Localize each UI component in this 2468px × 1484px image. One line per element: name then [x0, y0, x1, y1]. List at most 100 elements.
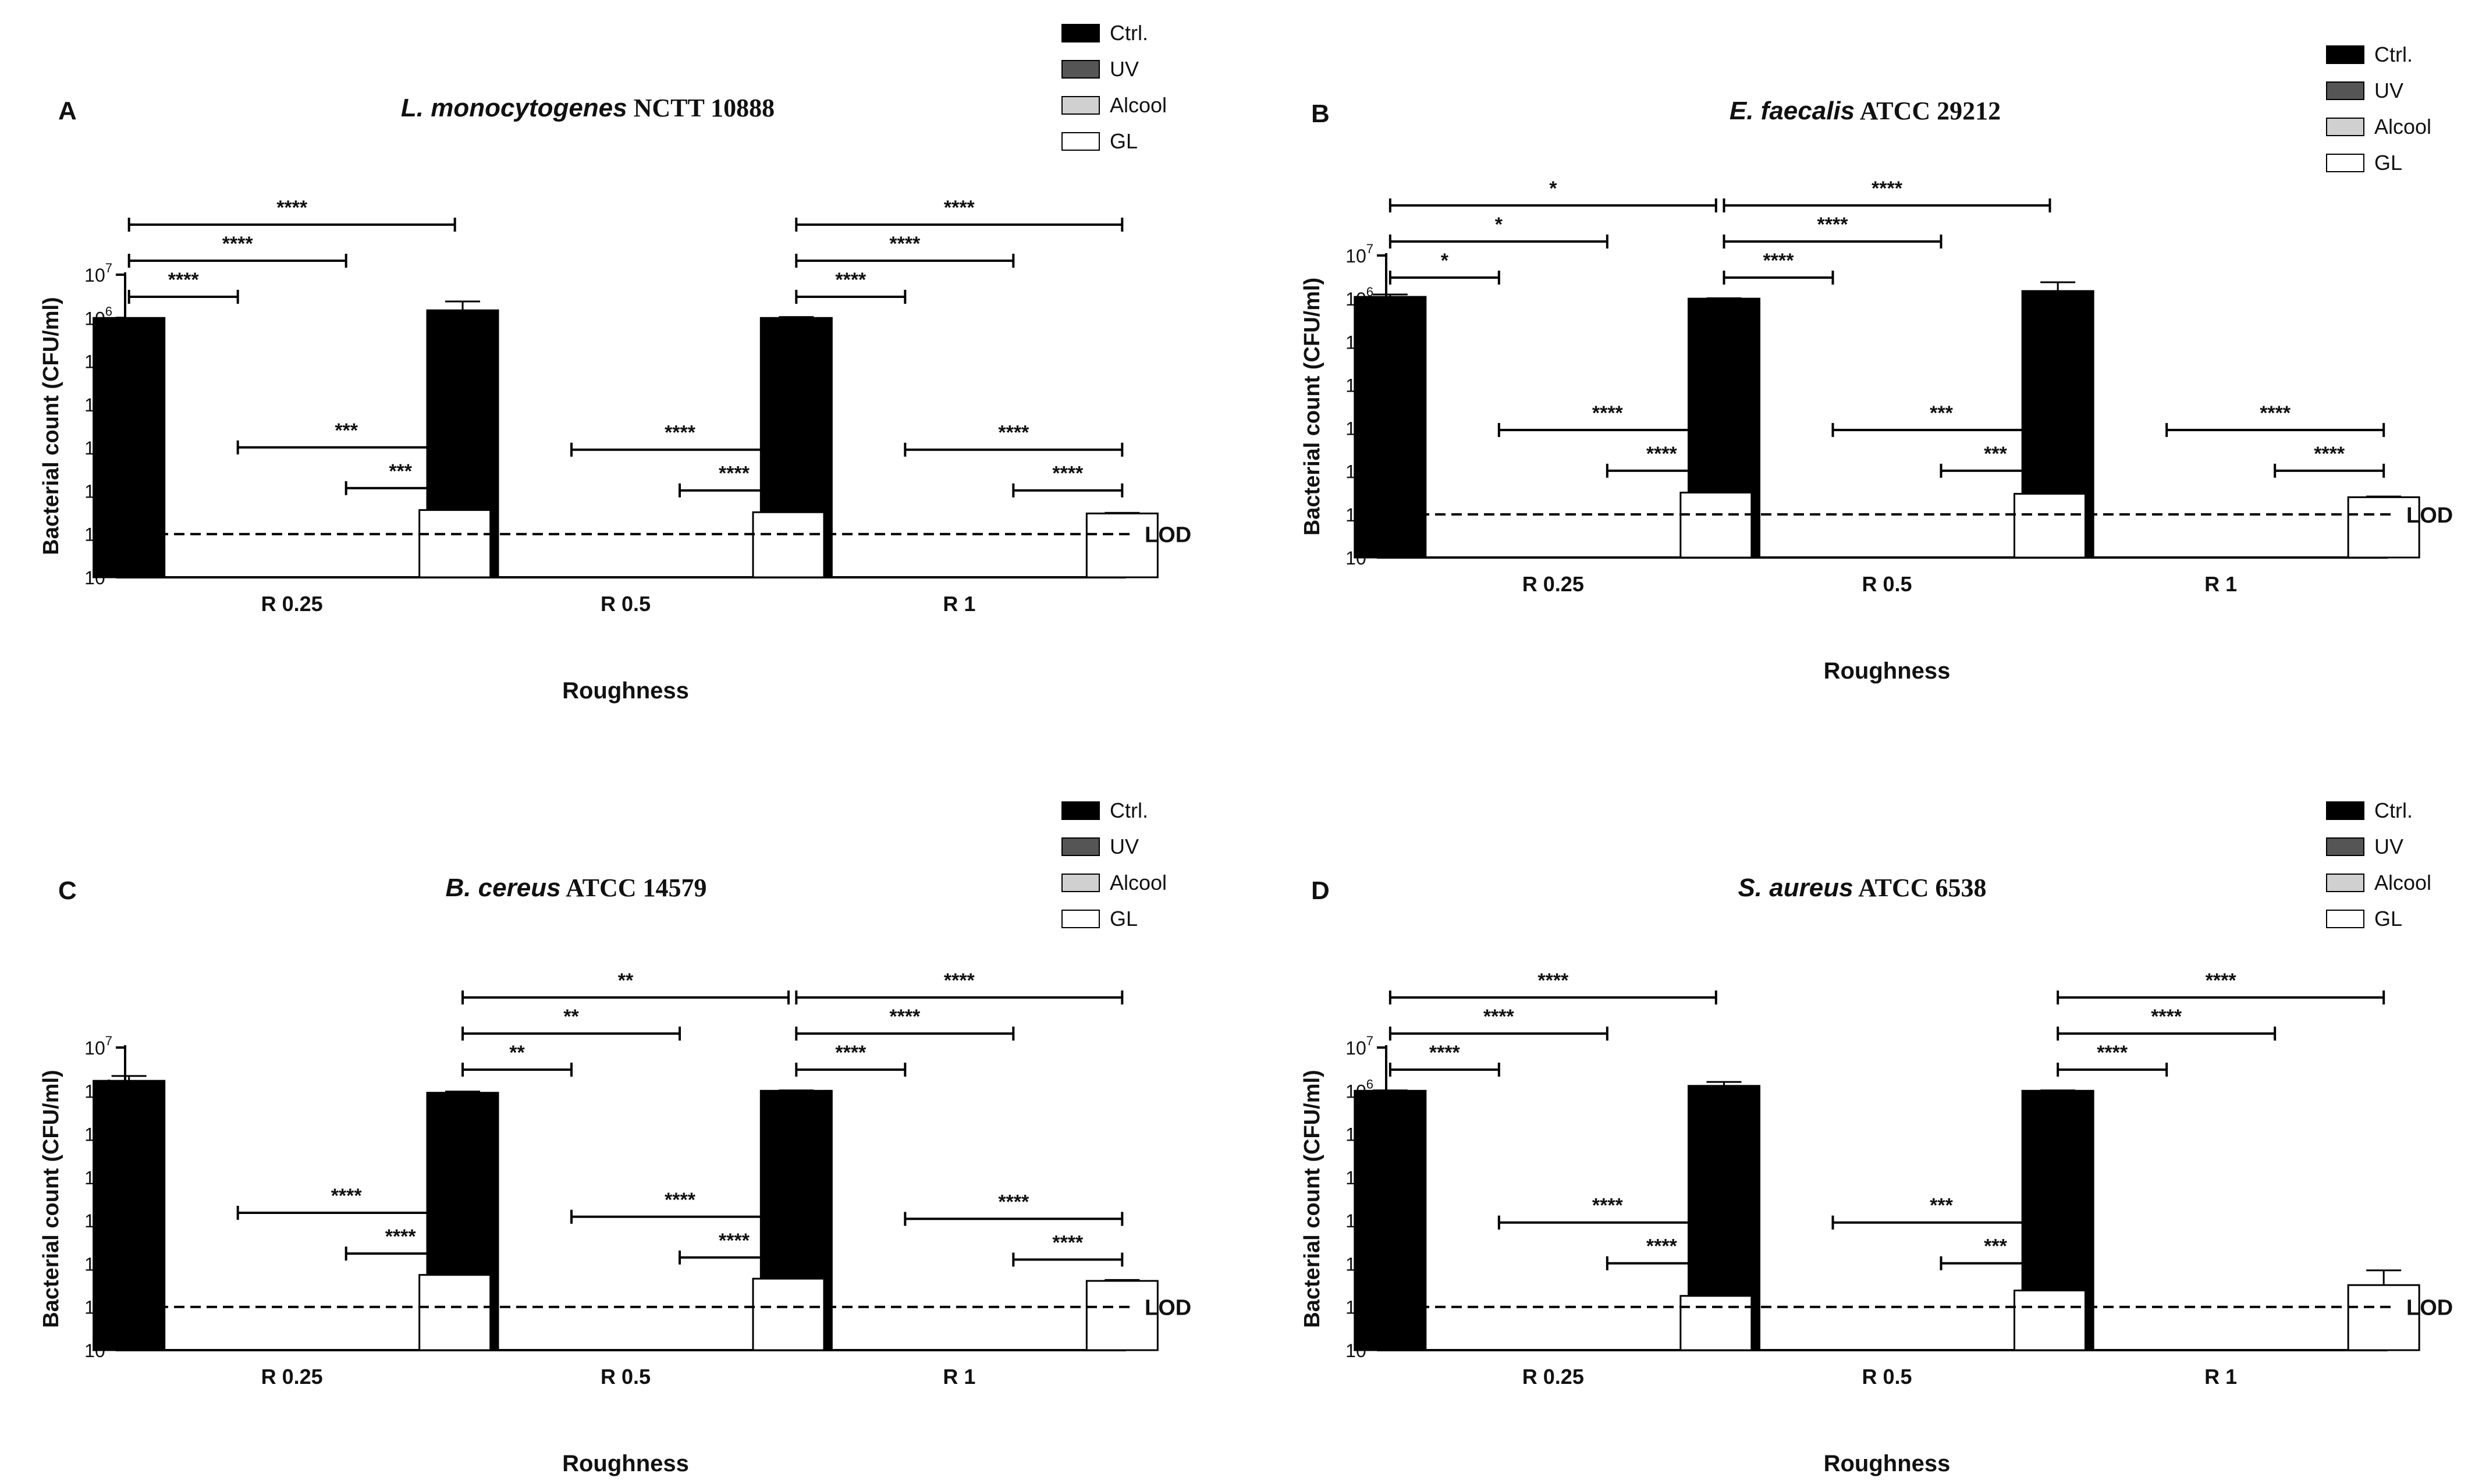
significance-bracket: **** — [127, 269, 239, 304]
significance-bracket: **** — [2165, 402, 2385, 437]
significance-bracket: * — [1389, 250, 1500, 285]
significance-bracket: **** — [1012, 1231, 1124, 1267]
bar-gl — [1085, 1280, 1159, 1351]
y-tick-label: 107 — [1345, 1034, 1373, 1059]
significance-bracket: **** — [2057, 970, 2385, 1004]
chart-title: E. faecalis ATCC 29212 — [1730, 97, 2001, 125]
significance-bracket: **** — [795, 233, 1015, 268]
significance-bracket: **** — [127, 197, 456, 232]
x-tick-label: R 0.5 — [1862, 572, 1912, 596]
legend-swatch-gl — [1061, 132, 1100, 151]
chart-title-strain: NCTT 10888 — [627, 94, 775, 122]
bar-ctrl — [93, 317, 166, 578]
significance-label: **** — [1429, 1042, 1461, 1064]
chart-title-strain: ATCC 29212 — [1855, 97, 2001, 125]
bar-gl — [418, 1274, 492, 1351]
significance-bracket: **** — [1389, 1006, 1608, 1041]
significance-bracket: **** — [127, 233, 347, 268]
significance-label: **** — [331, 1185, 363, 1207]
lod-label: LOD — [2406, 1296, 2453, 1320]
significance-label: *** — [1984, 1236, 2007, 1258]
significance-bracket: * — [1389, 177, 1717, 212]
significance-label: **** — [1052, 463, 1084, 485]
significance-label: *** — [335, 420, 358, 442]
bar-ctrl — [93, 1080, 166, 1351]
chart-title-strain: ATCC 6538 — [1853, 874, 1987, 902]
significance-bracket: **** — [1497, 1195, 1717, 1230]
significance-bracket: *** — [345, 460, 456, 495]
legend-swatch-alcool — [2326, 118, 2364, 136]
significance-label: **** — [1646, 443, 1678, 465]
x-tick-label: R 0.25 — [1522, 1365, 1584, 1389]
chart-title-species: E. faecalis — [1730, 97, 1855, 125]
significance-label: **** — [2206, 970, 2237, 992]
significance-label: * — [1549, 177, 1557, 200]
significance-label: * — [1441, 250, 1449, 272]
significance-bracket: *** — [1831, 402, 2051, 437]
significance-bracket: **** — [679, 1230, 790, 1265]
x-tick-label: R 0.25 — [1522, 572, 1584, 596]
lod-label: LOD — [1145, 523, 1191, 548]
legend: Ctrl. UV Alcool GL — [1061, 21, 1167, 153]
significance-label: *** — [1930, 1195, 1953, 1217]
legend-label: GL — [1110, 907, 1138, 931]
significance-label: **** — [665, 422, 696, 444]
lod-label: LOD — [1145, 1296, 1191, 1320]
significance-bracket: **** — [2057, 1006, 2277, 1041]
significance-bracket: *** — [1831, 1195, 2051, 1230]
legend-label: Ctrl. — [1110, 798, 1148, 822]
y-tick-label: 107 — [1345, 242, 1373, 267]
x-axis-label: Roughness — [562, 1451, 689, 1476]
legend-label: GL — [2374, 907, 2402, 931]
significance-label: **** — [998, 1191, 1029, 1213]
legend-swatch-ctrl — [1061, 801, 1100, 820]
bar-gl — [2347, 1284, 2420, 1351]
significance-bracket: *** — [1940, 443, 2051, 478]
legend-label: Ctrl. — [2374, 42, 2413, 66]
y-tick-label: 107 — [84, 1034, 112, 1059]
significance-label: **** — [1592, 402, 1624, 424]
significance-label: **** — [835, 269, 867, 291]
significance-label: **** — [168, 269, 200, 291]
significance-label: **** — [385, 1226, 417, 1248]
legend-label: Alcool — [2374, 871, 2431, 894]
significance-label: **** — [276, 197, 308, 219]
significance-label: **** — [998, 422, 1029, 444]
significance-label: **** — [1592, 1195, 1624, 1217]
significance-label: **** — [1537, 970, 1569, 992]
legend-swatch-gl — [2326, 154, 2364, 172]
legend-swatch-alcool — [2326, 874, 2364, 892]
x-tick-label: R 1 — [943, 1365, 975, 1389]
bar-gl — [1679, 1295, 1753, 1351]
legend-label: UV — [2374, 79, 2403, 102]
bar-gl — [752, 1277, 825, 1351]
legend-swatch-gl — [1061, 910, 1100, 928]
significance-bracket: **** — [904, 422, 1124, 457]
panel-letter: A — [58, 97, 77, 125]
chart-title: L. monocytogenes NCTT 10888 — [401, 94, 775, 122]
bar-gl — [2347, 496, 2420, 559]
chart-panel-c: CB. cereus ATCC 14579Ctrl.UVAlcoolGL1001… — [39, 798, 1191, 1476]
bar-ctrl — [1354, 1089, 1427, 1351]
significance-bracket: **** — [679, 463, 790, 498]
chart-title-species: S. aureus — [1738, 874, 1853, 902]
significance-bracket: **** — [795, 1042, 907, 1077]
bar-gl — [2014, 1289, 2086, 1351]
x-axis-label: Roughness — [1824, 658, 1951, 684]
significance-bracket: **** — [570, 422, 790, 457]
significance-bracket: **** — [904, 1191, 1124, 1226]
y-axis-label: Bacterial count (CFU/ml) — [1300, 1070, 1324, 1327]
significance-label: *** — [1930, 402, 1953, 424]
bar-gl — [2014, 492, 2086, 559]
significance-bracket: **** — [795, 197, 1124, 232]
significance-label: *** — [389, 460, 412, 482]
significance-label: **** — [944, 197, 975, 219]
significance-bracket: **** — [1723, 177, 2051, 212]
legend-label: Ctrl. — [2374, 798, 2413, 822]
significance-bracket: ** — [461, 1006, 681, 1041]
bar-gl — [1679, 491, 1753, 559]
chart-title: B. cereus ATCC 14579 — [445, 874, 706, 902]
significance-bracket: * — [1389, 214, 1608, 248]
legend-label: UV — [2374, 835, 2403, 858]
